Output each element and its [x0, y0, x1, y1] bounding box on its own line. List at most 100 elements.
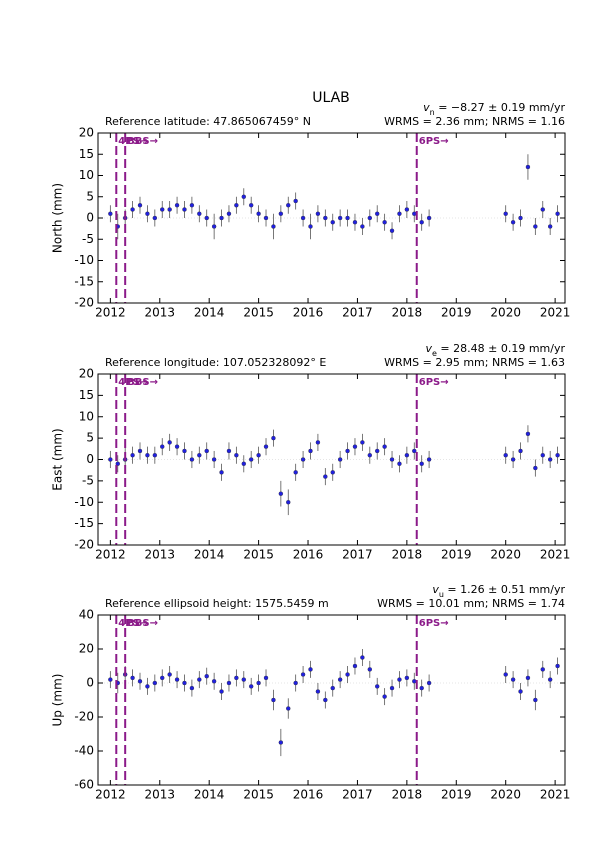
y-tick-label: 0 [86, 211, 94, 225]
y-tick-label: -5 [82, 473, 94, 487]
data-point [375, 448, 380, 454]
x-tick-label: 2019 [441, 306, 472, 320]
data-point [152, 680, 158, 686]
data-point [108, 211, 113, 216]
data-point [271, 435, 276, 441]
data-point [330, 685, 335, 691]
data-point [293, 680, 298, 686]
data-point [189, 457, 195, 462]
data-point [426, 215, 432, 221]
x-tick-label: 2020 [490, 306, 521, 320]
velocity-text: = −8.27 ± 0.19 mm/yr [435, 101, 566, 114]
velocity-text: = 28.48 ± 0.19 mm/yr [437, 342, 566, 355]
x-tick-label: 2020 [490, 548, 521, 562]
y-tick-label: 15 [79, 147, 94, 161]
data-point [167, 672, 172, 677]
data-point [278, 491, 284, 496]
data-point [367, 453, 372, 458]
y-tick-label: -10 [74, 495, 94, 509]
data-point [360, 440, 365, 445]
data-point [271, 697, 276, 703]
x-tick-label: 2016 [293, 548, 324, 562]
x-tick-label: 2021 [540, 788, 571, 802]
data-point [234, 203, 239, 208]
y-tick-label: 15 [79, 388, 94, 402]
rms-label: WRMS = 10.01 mm; NRMS = 1.74 [377, 597, 565, 610]
data-point [337, 215, 343, 221]
data-point [308, 224, 313, 229]
x-tick-label: 2021 [540, 548, 571, 562]
x-tick-label: 2019 [441, 788, 472, 802]
event-label: 6PS→ [419, 618, 449, 629]
data-point [555, 663, 560, 669]
data-point [226, 448, 232, 454]
x-tick-label: 2014 [194, 788, 225, 802]
reference-label: Reference ellipsoid height: 1575.5459 m [105, 597, 329, 610]
data-point [352, 444, 358, 449]
event-label: BBS→ [127, 377, 158, 388]
data-point [367, 215, 372, 221]
data-point [160, 207, 165, 212]
x-tick-label: 2012 [95, 306, 126, 320]
data-point [130, 453, 135, 458]
data-point [382, 220, 387, 225]
data-point [248, 203, 254, 208]
velocity-symbol: v [432, 583, 439, 596]
data-point [518, 689, 523, 694]
data-point [337, 457, 343, 462]
data-point [419, 220, 424, 225]
y-tick-label: -5 [82, 232, 94, 246]
data-point [510, 220, 516, 225]
data-point [130, 675, 135, 681]
data-point [412, 679, 417, 684]
y-tick-label: 40 [79, 608, 94, 622]
data-point [174, 444, 180, 449]
reference-label: Reference latitude: 47.865067459° N [105, 115, 311, 128]
data-point [219, 470, 224, 475]
velocity-subscript: n [430, 108, 435, 117]
x-tick-label: 2015 [243, 788, 274, 802]
data-point [234, 675, 239, 681]
data-point [323, 474, 328, 479]
data-point [145, 453, 150, 458]
data-point [330, 470, 335, 475]
y-tick-label: 10 [79, 168, 94, 182]
data-point [152, 215, 158, 221]
data-point [308, 667, 313, 672]
data-point [263, 675, 269, 681]
data-point [308, 448, 313, 454]
data-point [226, 680, 232, 686]
x-tick-label: 2016 [293, 788, 324, 802]
data-point [382, 444, 387, 449]
event-label: 4PS→ [118, 377, 148, 388]
data-point [360, 655, 365, 660]
y-tick-label: -20 [74, 710, 94, 724]
x-tick-label: 2017 [342, 306, 373, 320]
y-tick-label: 20 [79, 126, 94, 140]
data-point [345, 448, 350, 454]
y-tick-label: 20 [79, 642, 94, 656]
data-point [145, 684, 150, 689]
data-point [412, 448, 417, 454]
data-point [160, 675, 165, 681]
x-tick-label: 2014 [194, 548, 225, 562]
data-point [241, 461, 246, 466]
x-tick-label: 2017 [342, 788, 373, 802]
data-point [547, 677, 553, 682]
data-point [533, 224, 538, 229]
data-point [174, 203, 180, 208]
data-point [382, 694, 387, 699]
data-point [540, 453, 545, 458]
y-tick-label: -20 [74, 296, 94, 310]
data-point [241, 194, 246, 199]
rms-label: WRMS = 2.95 mm; NRMS = 1.63 [384, 356, 565, 369]
x-tick-label: 2012 [95, 788, 126, 802]
data-point [412, 211, 417, 216]
y-tick-label: 0 [86, 676, 94, 690]
y-tick-label: 5 [86, 431, 94, 445]
reference-label: Reference longitude: 107.052328092° E [105, 356, 326, 369]
data-point [271, 224, 276, 229]
x-tick-label: 2013 [144, 788, 175, 802]
data-point [389, 685, 395, 691]
data-point [555, 453, 560, 458]
